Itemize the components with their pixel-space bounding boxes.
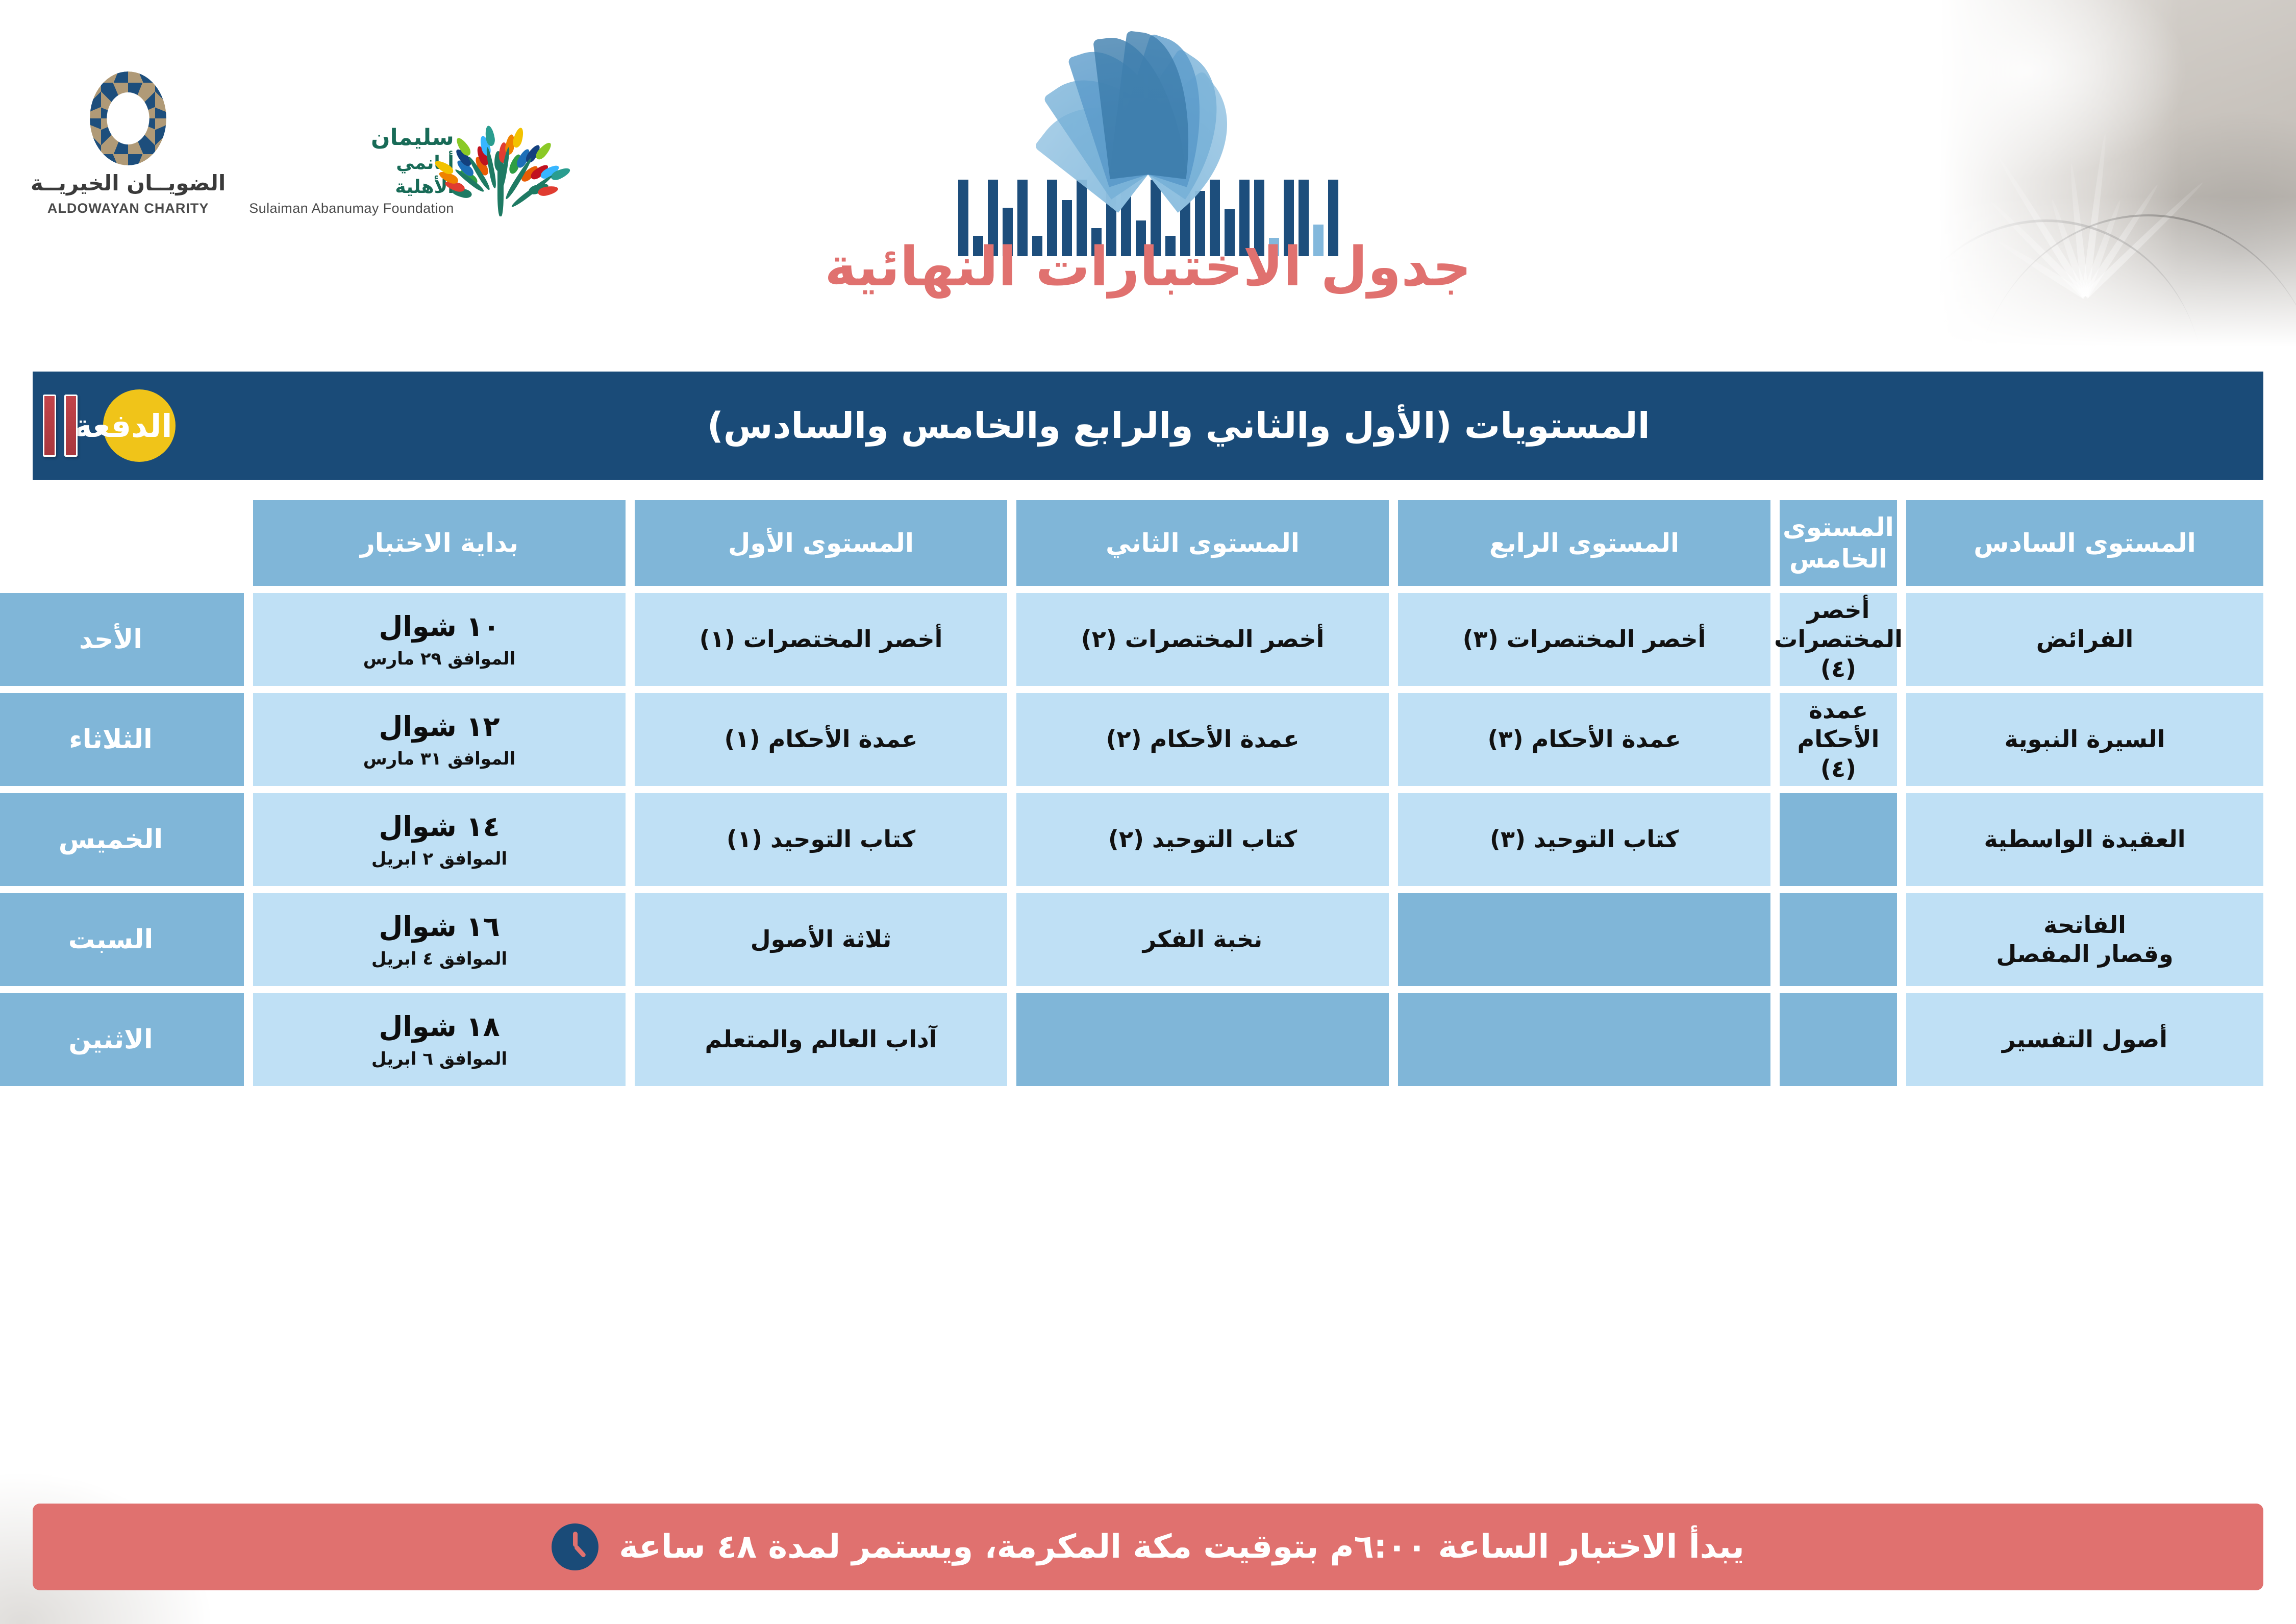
table-header-3: المستوى الثاني xyxy=(1016,500,1389,586)
exam-time-note-bar: يبدأ الاختبار الساعة ٦:٠٠م بتوقيت مكة ال… xyxy=(33,1504,2263,1590)
table-cell-subject: كتاب التوحيد (٢) xyxy=(1016,793,1389,886)
hijri-date: ١٦ شوال xyxy=(379,911,500,943)
partner-logos: سليمان أبانمي الأهلية Sulaiman Abanumay … xyxy=(31,71,572,216)
jaizat-aletisam-wordmark xyxy=(958,180,1338,256)
table-header-0: المستوى السادس xyxy=(1906,500,2263,586)
hijri-date: ١٠ شوال xyxy=(379,610,500,643)
table-cell-subject: كتاب التوحيد (٣) xyxy=(1398,793,1770,886)
table-cell-subject: عمدة الأحكام (٤) xyxy=(1780,693,1897,786)
table-cell-subject: أصول التفسير xyxy=(1906,993,2263,1086)
batch-roman-numeral-icon xyxy=(42,395,78,457)
geometric-ring-ornament-icon xyxy=(90,71,167,165)
logo-aldowayan-charity: الضويــان الخيريــة ALDOWAYAN CHARITY xyxy=(31,71,226,216)
exam-time-note: يبدأ الاختبار الساعة ٦:٠٠م بتوقيت مكة ال… xyxy=(619,1528,1744,1566)
schedule-table: المستوى السادس المستوى الخامس المستوى الرا… xyxy=(0,500,2263,1086)
logo-sulaiman-abanumay-foundation: سليمان أبانمي الأهلية Sulaiman Abanumay … xyxy=(249,114,572,216)
table-cell-subject: كتاب التوحيد (١) xyxy=(635,793,1007,886)
gregorian-date: الموافق ٢ ابريل xyxy=(371,848,508,869)
table-cell-day: السبت xyxy=(0,893,244,986)
table-header-1: المستوى الخامس xyxy=(1780,500,1897,586)
dowayan-name-ar: الضويــان الخيريــة xyxy=(31,170,226,195)
page-title: جدول الاختبارات النهائية xyxy=(825,235,1471,298)
table-cell-subject: العقيدة الواسطية xyxy=(1906,793,2263,886)
table-cell-day: الثلاثاء xyxy=(0,693,244,786)
table-cell-subject: عمدة الأحكام (١) xyxy=(635,693,1007,786)
batch-badge: الدفعة xyxy=(42,372,178,480)
table-cell-date: ١٤ شوال الموافق ٢ ابريل xyxy=(253,793,626,886)
batch-yellow-circle xyxy=(103,389,176,462)
gregorian-date: الموافق ٢٩ مارس xyxy=(363,648,516,669)
table-cell-day: الاثنين xyxy=(0,993,244,1086)
gregorian-date: الموافق ٦ ابريل xyxy=(371,1048,508,1069)
table-cell-day: الخميس xyxy=(0,793,244,886)
levels-banner: المستويات (الأول والثاني والرابع والخامس… xyxy=(33,372,2263,480)
hijri-date: ١٢ شوال xyxy=(379,710,500,743)
table-cell-empty xyxy=(1398,993,1770,1086)
table-cell-subject: السيرة النبوية xyxy=(1906,693,2263,786)
table-cell-empty xyxy=(1780,993,1897,1086)
batch-label: الدفعة xyxy=(73,407,172,445)
table-cell-date: ١٦ شوال الموافق ٤ ابريل xyxy=(253,893,626,986)
levels-banner-title: المستويات (الأول والثاني والرابع والخامس… xyxy=(707,405,1650,447)
brand-logo xyxy=(0,24,2296,256)
abanumay-name-ar-line3: الأهلية xyxy=(395,177,454,198)
table-cell-subject: آداب العالم والمتعلم xyxy=(635,993,1007,1086)
clock-icon xyxy=(552,1523,599,1570)
colorful-tree-icon xyxy=(433,114,572,216)
gregorian-date: الموافق ٣١ مارس xyxy=(363,748,516,769)
abanumay-name-en: Sulaiman Abanumay Foundation xyxy=(249,201,454,216)
abanumay-name-ar-line1: سليمان xyxy=(370,124,454,151)
table-cell-subject: الفاتحة وقصار المفصل xyxy=(1906,893,2263,986)
table-cell-empty xyxy=(1398,893,1770,986)
table-cell-date: ١٠ شوال الموافق ٢٩ مارس xyxy=(253,593,626,686)
table-cell-subject: عمدة الأحكام (٣) xyxy=(1398,693,1770,786)
gregorian-date: الموافق ٤ ابريل xyxy=(371,948,508,969)
table-cell-subject: نخبة الفكر xyxy=(1016,893,1389,986)
table-header-day-blank xyxy=(0,500,244,586)
table-cell-empty xyxy=(1016,993,1389,1086)
table-cell-date: ١٢ شوال الموافق ٣١ مارس xyxy=(253,693,626,786)
table-cell-subject: أخصر المختصرات (٢) xyxy=(1016,593,1389,686)
hijri-date: ١٤ شوال xyxy=(379,810,500,843)
table-cell-day: الأحد xyxy=(0,593,244,686)
table-cell-subject: عمدة الأحكام (٢) xyxy=(1016,693,1389,786)
table-cell-subject: أخصر المختصرات (٤) xyxy=(1774,593,1903,686)
table-cell-subject: أخصر المختصرات (٣) xyxy=(1398,593,1770,686)
hijri-date: ١٨ شوال xyxy=(379,1011,500,1043)
table-header-5: بداية الاختبار xyxy=(253,500,626,586)
table-cell-subject: أخصر المختصرات (١) xyxy=(635,593,1007,686)
table-header-2: المستوى الرابع xyxy=(1398,500,1770,586)
table-cell-date: ١٨ شوال الموافق ٦ ابريل xyxy=(253,993,626,1086)
table-cell-empty xyxy=(1780,893,1897,986)
table-cell-subject: ثلاثة الأصول xyxy=(635,893,1007,986)
table-header-4: المستوى الأول xyxy=(635,500,1007,586)
open-book-icon xyxy=(969,24,1327,213)
dowayan-name-en: ALDOWAYAN CHARITY xyxy=(47,201,209,216)
table-cell-subject: الفرائض xyxy=(1906,593,2263,686)
table-cell-empty xyxy=(1780,793,1897,886)
